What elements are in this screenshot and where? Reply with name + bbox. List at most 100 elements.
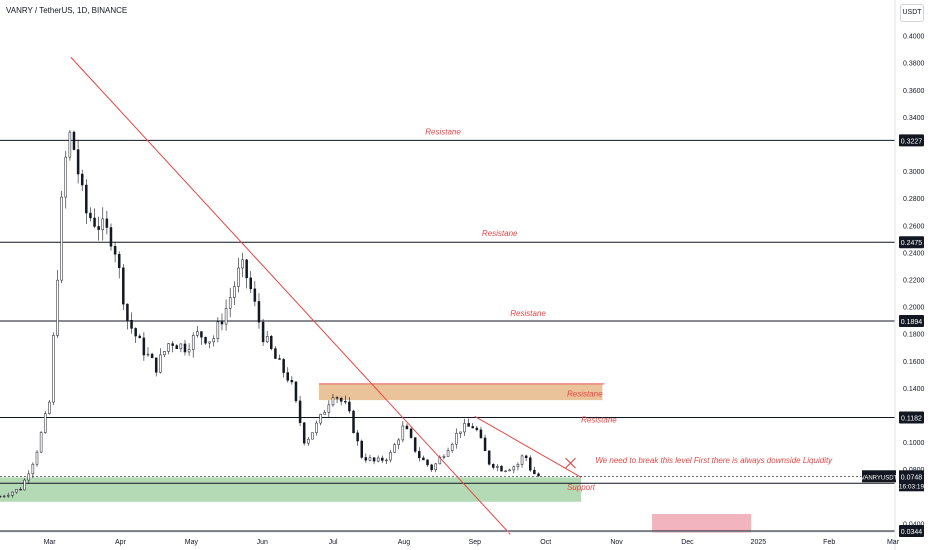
candle-body bbox=[471, 426, 474, 429]
annotation-text: We need to break this level First there … bbox=[595, 456, 833, 465]
candle-body bbox=[163, 351, 166, 356]
candle-body bbox=[389, 452, 392, 461]
candle-body bbox=[117, 253, 121, 269]
y-tick-label: 0.3000 bbox=[903, 169, 925, 176]
candle-body bbox=[126, 303, 129, 321]
candle-body bbox=[475, 427, 479, 431]
candle-body bbox=[191, 335, 195, 350]
y-tick-label: 0.1600 bbox=[903, 359, 925, 366]
candle-body bbox=[187, 349, 191, 353]
candle-body bbox=[413, 437, 417, 452]
candle-body bbox=[405, 425, 409, 430]
candle-body bbox=[274, 348, 277, 359]
current-price-label: 0.0748 bbox=[901, 474, 923, 481]
candle-body bbox=[171, 343, 174, 346]
level-label: 0.0344 bbox=[901, 529, 923, 536]
x-tick-label: Aug bbox=[398, 539, 411, 546]
candle-body bbox=[200, 331, 203, 338]
annotation-text: Resistane bbox=[510, 309, 546, 318]
candle-body bbox=[93, 217, 96, 227]
annotations-layer: Resistane Resistane Resistane Resistane Resi… bbox=[425, 127, 833, 492]
candle-body bbox=[455, 433, 458, 445]
x-tick-label: Oct bbox=[540, 539, 551, 546]
candle-body bbox=[282, 359, 285, 373]
candle-body bbox=[339, 397, 343, 402]
zones-layer bbox=[0, 383, 752, 533]
candle-body bbox=[450, 443, 454, 451]
candle-body bbox=[393, 444, 396, 453]
candle-body bbox=[216, 321, 220, 339]
candle-body bbox=[368, 457, 372, 461]
x-marker bbox=[565, 457, 576, 469]
candle-body bbox=[397, 439, 400, 445]
level-label-bg bbox=[899, 236, 924, 249]
candle-body bbox=[360, 440, 363, 458]
candle-body bbox=[426, 459, 429, 466]
candle-body bbox=[344, 401, 347, 403]
candle-body bbox=[224, 308, 228, 325]
y-tick-label: 0.3800 bbox=[903, 61, 925, 68]
candle-body bbox=[352, 410, 355, 434]
candle-body bbox=[319, 414, 322, 424]
currency-button[interactable]: USDT bbox=[900, 4, 924, 22]
x-tick-label: Nov bbox=[610, 539, 623, 546]
candle-body bbox=[467, 423, 470, 427]
candle-body bbox=[183, 343, 187, 353]
candle-body bbox=[290, 380, 294, 383]
annotation-text: Resistane bbox=[567, 390, 603, 399]
candle-body bbox=[220, 321, 224, 325]
price-axis[interactable] bbox=[895, 0, 932, 550]
candle-body bbox=[302, 422, 306, 444]
candle-body bbox=[31, 463, 35, 475]
y-tick-label: 0.4000 bbox=[903, 34, 925, 41]
x-tick-label: 2025 bbox=[751, 539, 767, 546]
candle-body bbox=[208, 341, 211, 344]
candles-layer bbox=[0, 129, 540, 498]
y-tick-label: 0.2000 bbox=[903, 305, 925, 312]
candle-body bbox=[249, 277, 252, 290]
level-label-bg bbox=[899, 134, 924, 147]
candle-body bbox=[479, 429, 483, 439]
level-label-bg bbox=[899, 411, 924, 424]
candle-body bbox=[60, 196, 63, 281]
candle-body bbox=[508, 469, 511, 472]
candle-body bbox=[113, 246, 117, 255]
candle-body bbox=[146, 353, 150, 356]
levels-layer bbox=[0, 139, 895, 532]
candle-body bbox=[27, 473, 31, 481]
level-label: 0.2475 bbox=[901, 240, 923, 247]
candle-body bbox=[463, 423, 466, 433]
candle-body bbox=[533, 469, 536, 475]
y-tick-label: 0.0400 bbox=[903, 521, 925, 528]
candle-body bbox=[142, 337, 146, 356]
candle-body bbox=[487, 450, 491, 465]
candle-body bbox=[233, 286, 236, 298]
candle-body bbox=[520, 455, 524, 465]
candle-body bbox=[483, 437, 487, 452]
candle-body bbox=[35, 451, 39, 465]
candle-body bbox=[15, 488, 18, 493]
y-tick-label: 0.2400 bbox=[903, 250, 925, 257]
y-tick-label: 0.2200 bbox=[903, 278, 925, 285]
x-tick-label: Jun bbox=[257, 539, 268, 546]
level-label-bg bbox=[899, 314, 924, 327]
level-label: 0.3227 bbox=[901, 138, 923, 145]
x-tick-label: Mar bbox=[44, 539, 57, 546]
candle-body bbox=[237, 267, 240, 287]
candle-body bbox=[0, 496, 2, 498]
trendline bbox=[70, 56, 511, 535]
zone-target bbox=[652, 513, 752, 533]
level-label: 0.1894 bbox=[901, 319, 923, 326]
x-tick-label: Apr bbox=[115, 539, 127, 546]
candle-body bbox=[89, 212, 92, 219]
symbol-badge-bg bbox=[862, 470, 896, 483]
candle-body bbox=[109, 227, 113, 247]
candle-body bbox=[19, 488, 22, 491]
candle-body bbox=[105, 218, 109, 228]
candle-body bbox=[286, 372, 289, 381]
candle-body bbox=[23, 479, 26, 491]
candle-body bbox=[101, 218, 105, 230]
x-tick-label: Sep bbox=[469, 539, 482, 546]
